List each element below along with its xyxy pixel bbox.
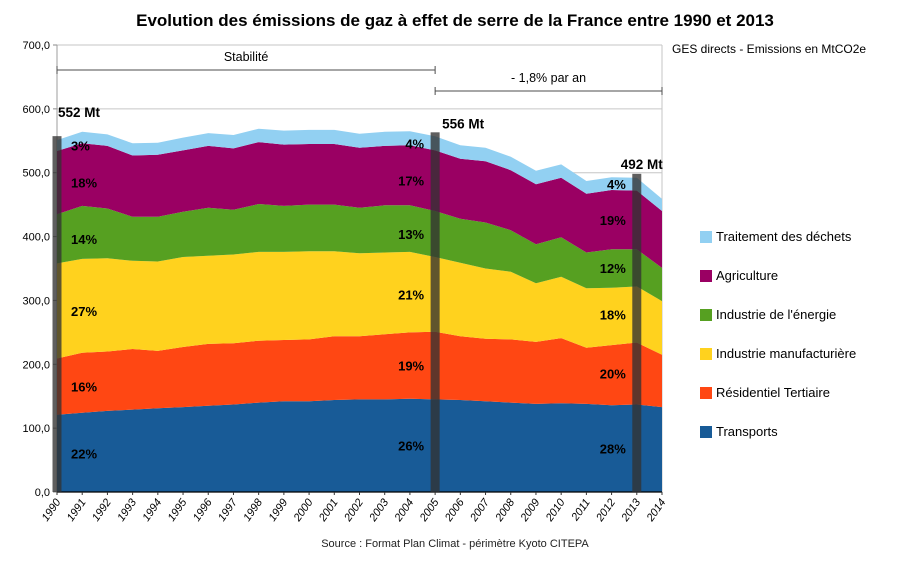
x-tick-label: 2002 (342, 497, 366, 525)
percent-label-2005-13%: 13% (398, 227, 424, 242)
x-tick-label: 2009 (518, 497, 542, 525)
source-note: Source : Format Plan Climat - périmètre … (321, 538, 589, 550)
x-tick-label: 1992 (90, 497, 114, 524)
percent-label-2013-4%: 4% (607, 177, 626, 192)
legend-swatch-industrie-energie (700, 308, 712, 321)
y-tick-label: 600,0 (22, 104, 50, 116)
legend: Traitement des déchets Agriculture Industr… (700, 229, 856, 439)
y-tick-label: 300,0 (22, 295, 50, 307)
percent-label-1990-14%: 14% (71, 232, 97, 247)
phase-label: - 1,8% par an (511, 71, 586, 85)
area-industrie-energie (57, 204, 662, 302)
x-tick-label: 1999 (266, 497, 290, 524)
area-agriculture (57, 142, 662, 268)
x-tick-label: 1998 (241, 496, 265, 524)
x-tick-label: 2010 (543, 496, 568, 524)
x-tick-label: 2011 (569, 497, 593, 524)
total-annotation-2013: 492 Mt (621, 157, 664, 172)
legend-label-industrie-manufacturiere: Industrie manufacturière (716, 346, 857, 361)
legend-label-residentiel-tertiaire: Résidentiel Tertiaire (716, 385, 830, 400)
x-tick-label: 2006 (442, 496, 467, 524)
y-tick-label: 100,0 (22, 423, 50, 435)
percent-label-2013-20%: 20% (600, 367, 626, 382)
x-tick-label: 1994 (140, 497, 164, 524)
percent-label-1990-18%: 18% (71, 176, 97, 191)
percent-label-2005-21%: 21% (398, 287, 424, 302)
highlight-bar-1990 (52, 136, 62, 492)
x-tick-label: 1997 (216, 496, 240, 524)
x-tick-label: 1996 (191, 496, 215, 524)
percent-label-1990-3%: 3% (71, 139, 90, 154)
legend-item-industrie-energie: Industrie de l'énergie (700, 307, 856, 322)
x-tick-label: 2004 (392, 497, 416, 525)
x-tick-label: 1990 (40, 496, 64, 524)
percent-label-2013-12%: 12% (600, 261, 626, 276)
legend-item-transports: Transports (700, 424, 856, 439)
x-tick-label: 2008 (493, 496, 518, 524)
x-tick-label: 1993 (115, 496, 139, 524)
legend-item-residentiel-tertiaire: Résidentiel Tertiaire (700, 385, 856, 400)
percent-label-1990-27%: 27% (71, 304, 97, 319)
area-traitement-dechets (57, 128, 662, 211)
x-tick-label: 2012 (594, 497, 618, 525)
highlight-bar-2005 (430, 132, 440, 492)
y-tick-label: 0,0 (35, 487, 50, 499)
percent-label-1990-16%: 16% (71, 380, 97, 395)
percent-label-2013-18%: 18% (600, 307, 626, 322)
x-tick-label: 2000 (291, 496, 316, 524)
x-tick-label: 2001 (316, 497, 340, 525)
legend-item-traitement-dechets: Traitement des déchets (700, 229, 856, 244)
percent-label-1990-22%: 22% (71, 446, 97, 461)
legend-item-industrie-manufacturiere: Industrie manufacturière (700, 346, 856, 361)
legend-swatch-industrie-manufacturiere (700, 347, 712, 360)
percent-label-2005-19%: 19% (398, 359, 424, 374)
area-industrie-manufacturiere (57, 251, 662, 359)
legend-swatch-agriculture (700, 269, 712, 282)
percent-label-2005-4%: 4% (405, 136, 424, 151)
percent-label-2013-19%: 19% (600, 213, 626, 228)
percent-label-2005-17%: 17% (398, 174, 424, 189)
x-tick-label: 1991 (65, 497, 89, 524)
legend-label-transports: Transports (716, 424, 778, 439)
legend-item-agriculture: Agriculture (700, 268, 856, 283)
x-tick-label: 2007 (468, 496, 493, 524)
y-tick-label: 700,0 (22, 40, 50, 52)
phase-label: Stabilité (224, 50, 269, 64)
total-annotation-1990: 552 Mt (58, 105, 101, 120)
total-annotation-2005: 556 Mt (442, 116, 485, 131)
percent-label-2013-28%: 28% (600, 441, 626, 456)
percent-label-2005-26%: 26% (398, 439, 424, 454)
legend-label-traitement-dechets: Traitement des déchets (716, 229, 852, 244)
area-residentiel-tertiaire (57, 331, 662, 415)
x-tick-label: 1995 (166, 496, 190, 524)
x-tick-label: 2014 (644, 497, 668, 525)
legend-label-industrie-energie: Industrie de l'énergie (716, 307, 837, 322)
y-tick-label: 200,0 (22, 359, 50, 371)
chart-title: Evolution des émissions de gaz à effet d… (136, 11, 774, 30)
legend-swatch-transports (700, 425, 712, 438)
x-tick-label: 2013 (619, 496, 644, 524)
x-tick-label: 2005 (417, 496, 442, 524)
legend-swatch-residentiel-tertiaire (700, 386, 712, 399)
y-tick-label: 500,0 (22, 168, 50, 180)
legend-label-agriculture: Agriculture (716, 268, 779, 283)
unit-note: GES directs - Emissions en MtCO2e (672, 42, 867, 56)
x-tick-label: 2003 (367, 496, 392, 524)
highlight-bar-2013 (632, 173, 642, 492)
area-transports (57, 398, 662, 492)
y-tick-label: 400,0 (22, 232, 50, 244)
legend-swatch-traitement-dechets (700, 230, 712, 243)
